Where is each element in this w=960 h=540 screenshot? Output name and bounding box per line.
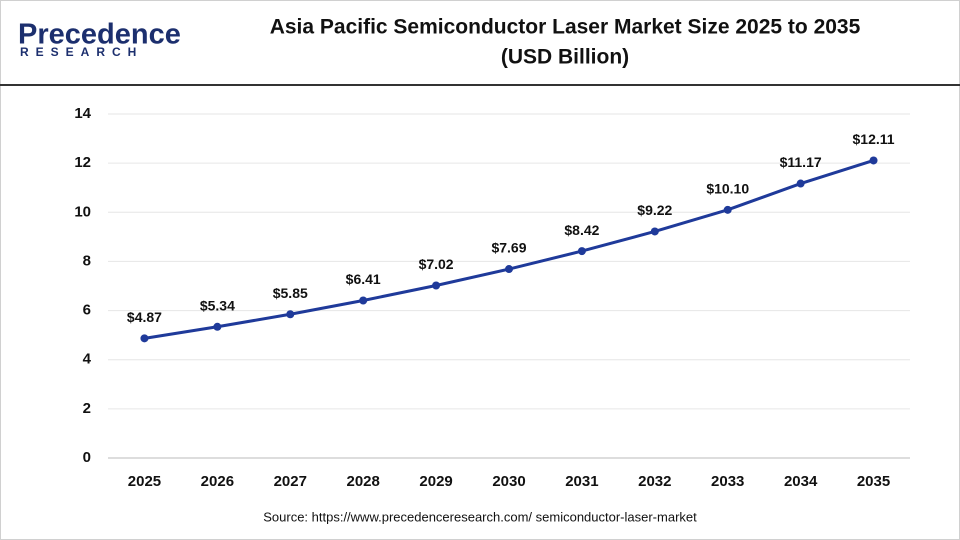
point <box>796 179 805 188</box>
y-tick-label: 14 <box>74 105 91 122</box>
value-label: $6.41 <box>346 271 381 287</box>
chart-title: Asia Pacific Semiconductor Laser Market … <box>270 16 861 39</box>
x-tick-label: 2026 <box>201 473 234 490</box>
value-label: $11.17 <box>780 154 822 170</box>
logo-name: Precedence <box>18 19 181 51</box>
point <box>869 156 878 165</box>
y-tick-label: 12 <box>74 154 91 171</box>
point <box>140 334 149 343</box>
point <box>650 227 659 236</box>
y-tick-label: 0 <box>83 449 91 466</box>
logo-tagline: RESEARCH <box>20 45 143 59</box>
value-label: $7.02 <box>419 256 454 272</box>
y-tick-label: 2 <box>83 400 91 417</box>
point <box>359 296 368 305</box>
x-tick-label: 2027 <box>274 473 307 490</box>
x-tick-label: 2030 <box>492 473 525 490</box>
x-tick-label: 2029 <box>419 473 452 490</box>
point <box>723 205 732 214</box>
point <box>286 310 295 319</box>
x-tick-label: 2028 <box>346 473 379 490</box>
x-tick-label: 2035 <box>857 473 890 490</box>
value-label: $9.22 <box>637 202 672 218</box>
source: Source: https://www.precedenceresearch.c… <box>263 509 697 524</box>
value-label: $12.11 <box>853 131 895 147</box>
x-tick-label: 2031 <box>565 473 598 490</box>
value-label: $5.34 <box>200 297 235 313</box>
x-tick-label: 2025 <box>128 473 161 490</box>
value-label: $10.10 <box>706 181 749 197</box>
x-tick-label: 2032 <box>638 473 671 490</box>
y-tick-label: 10 <box>74 203 91 220</box>
y-tick-label: 4 <box>83 351 92 368</box>
chart-subtitle: (USD Billion) <box>501 46 629 69</box>
value-label: $5.85 <box>273 285 308 301</box>
point <box>213 322 222 331</box>
y-tick-label: 8 <box>83 252 91 269</box>
x-tick-label: 2033 <box>711 473 744 490</box>
point <box>505 265 513 274</box>
value-label: $8.42 <box>564 222 599 238</box>
x-tick-label: 2034 <box>784 473 818 490</box>
y-tick-label: 6 <box>83 302 91 319</box>
value-label: $7.69 <box>491 240 526 256</box>
point <box>577 247 586 256</box>
value-label: $4.87 <box>127 309 162 325</box>
point <box>432 281 441 290</box>
